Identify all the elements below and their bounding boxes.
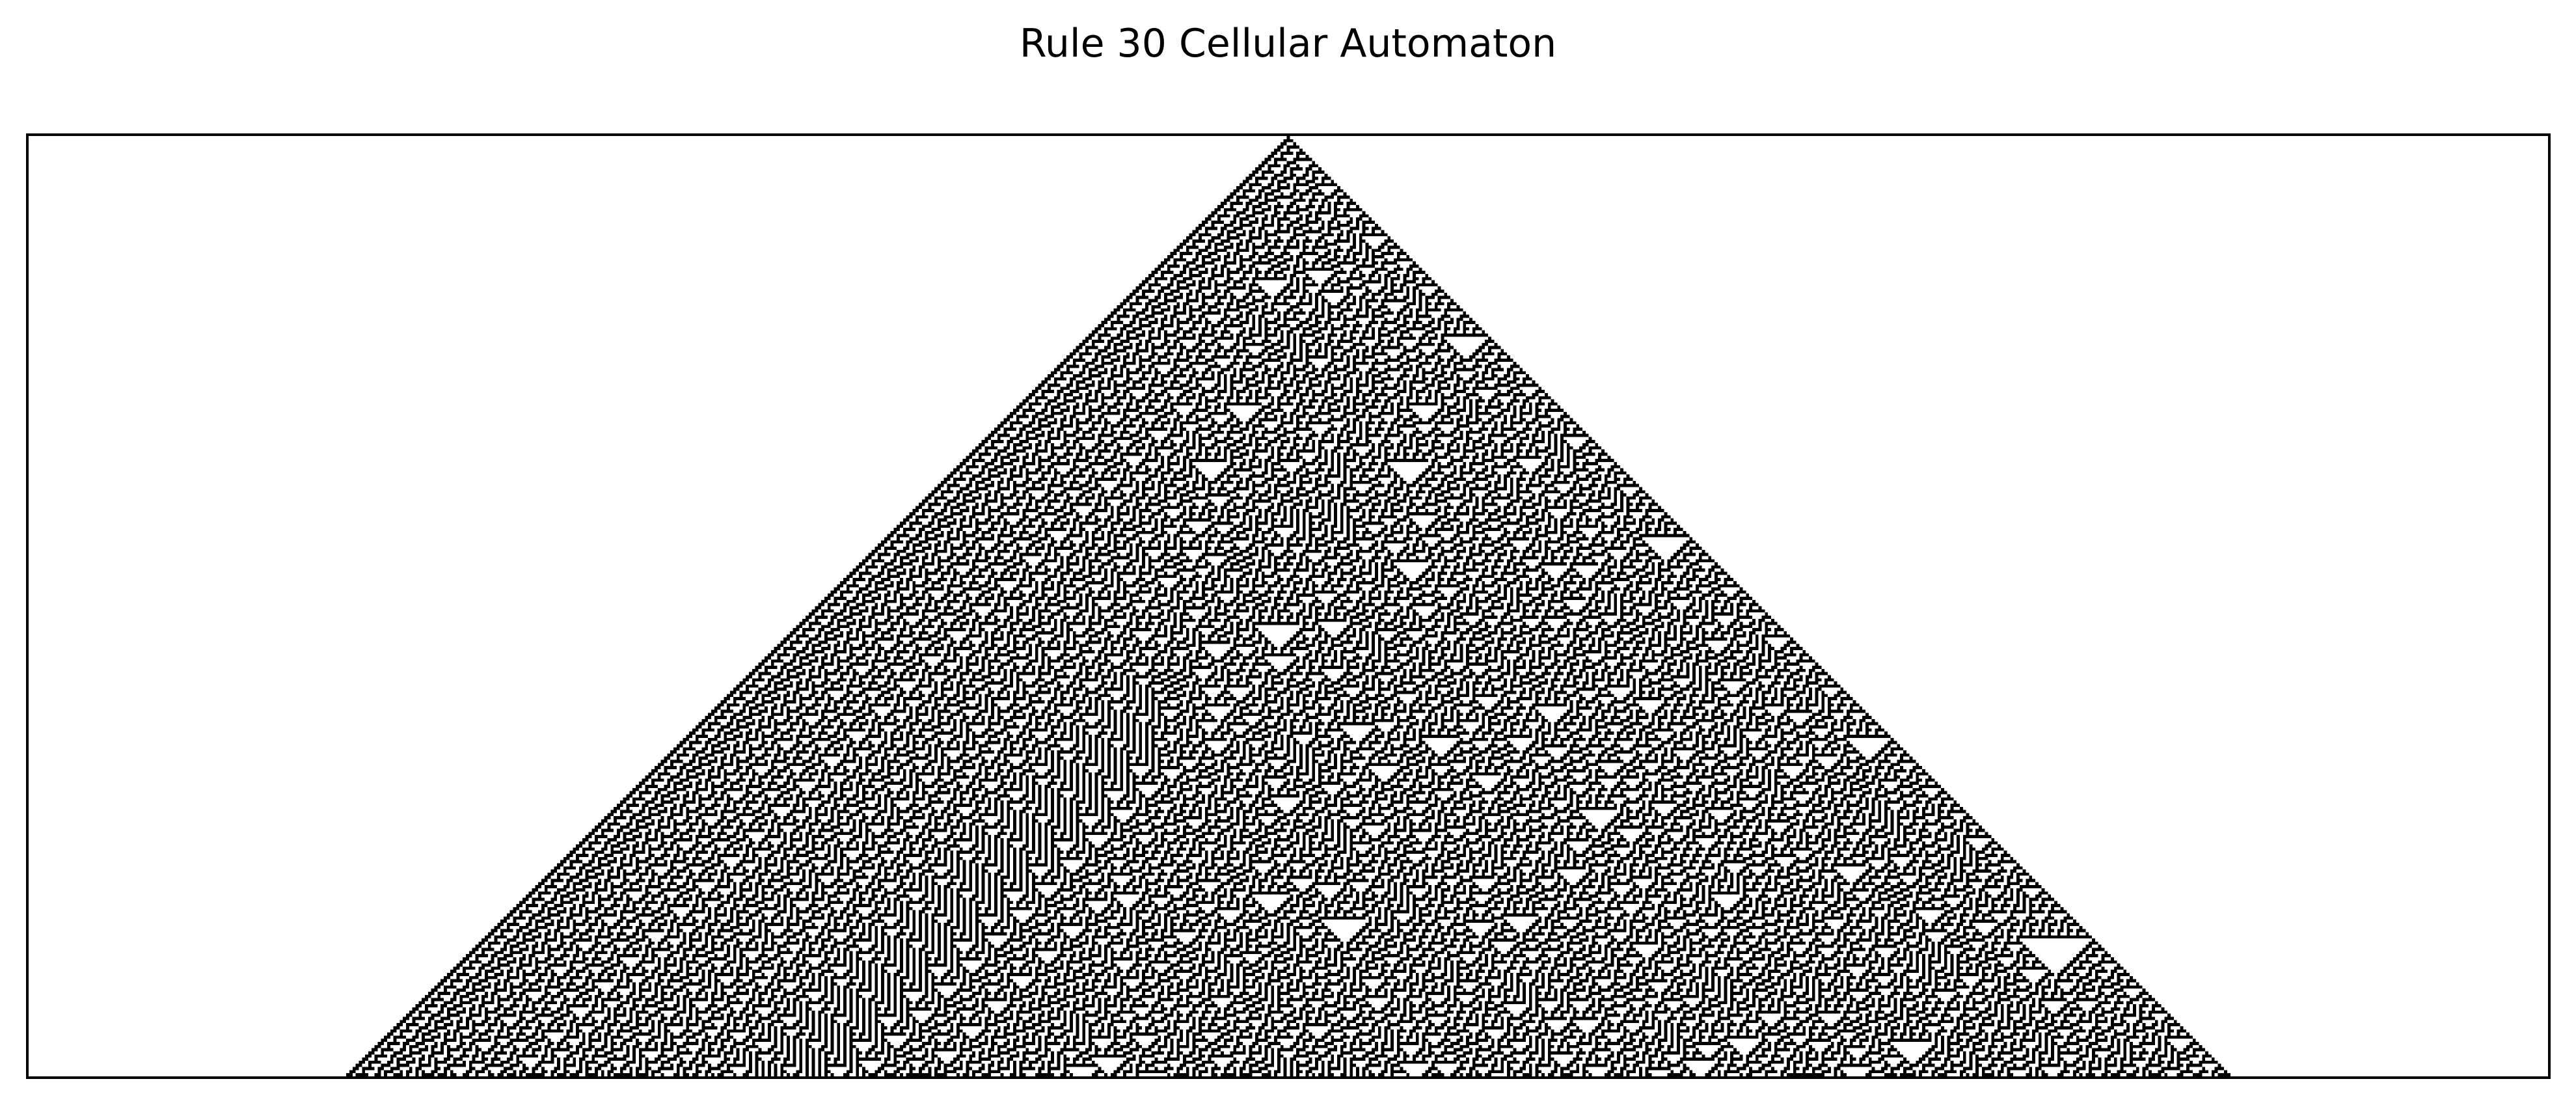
automaton-plot-area (26, 133, 2551, 1079)
figure-title: Rule 30 Cellular Automaton (1019, 21, 1557, 66)
automaton-grid (29, 136, 2548, 1076)
